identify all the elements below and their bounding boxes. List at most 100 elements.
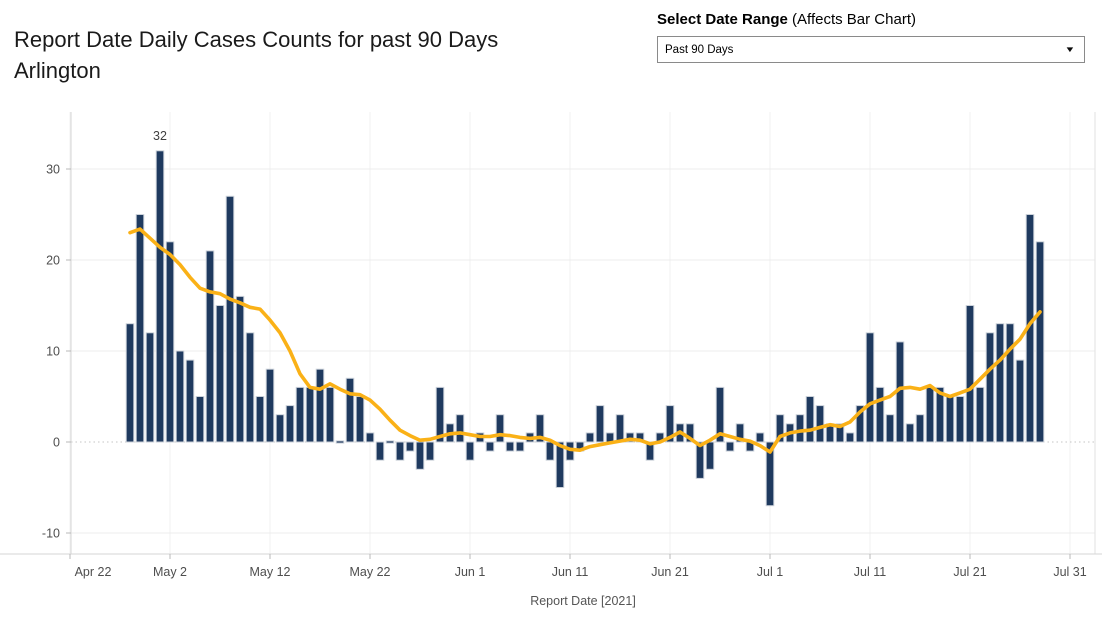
filter-label-rest: (Affects Bar Chart) — [787, 11, 916, 28]
bar-may-1[interactable] — [155, 150, 165, 443]
bar-jul-6[interactable] — [815, 405, 825, 443]
bar-jul-10[interactable] — [855, 405, 865, 443]
bar-jun-25[interactable] — [705, 441, 715, 470]
bar-jun-26[interactable] — [715, 386, 725, 443]
y-tick-label: 10 — [46, 345, 60, 359]
x-tick-label: Jul 21 — [953, 565, 986, 579]
bar-may-10[interactable] — [245, 332, 255, 443]
x-tick-label: Jun 11 — [552, 565, 589, 579]
bar-jun-16[interactable] — [615, 414, 625, 443]
caret-down-icon: ▼ — [1064, 45, 1076, 54]
bar-jul-8[interactable] — [835, 423, 845, 443]
bar-apr-29[interactable] — [135, 214, 145, 443]
date-range-selected-value: Past 90 Days — [665, 43, 734, 56]
x-tick-label: Apr 22 — [75, 565, 112, 579]
y-tick-label: -10 — [42, 527, 60, 541]
bar-jul-22[interactable] — [975, 386, 985, 443]
bar-jun-30[interactable] — [755, 432, 765, 443]
bar-may-19[interactable] — [335, 440, 345, 444]
x-tick-label: Jul 1 — [757, 565, 783, 579]
bar-may-3[interactable] — [175, 350, 185, 443]
bar-jun-28[interactable] — [735, 423, 745, 443]
bar-may-31[interactable] — [455, 414, 465, 443]
bar-jul-5[interactable] — [805, 396, 815, 443]
y-tick-label: 0 — [53, 436, 60, 450]
bar-may-28[interactable] — [425, 441, 435, 461]
bar-jul-25[interactable] — [1005, 323, 1015, 443]
bar-may-6[interactable] — [205, 250, 215, 443]
bar-may-12[interactable] — [265, 368, 275, 443]
bar-jul-23[interactable] — [985, 332, 995, 443]
bar-may-17[interactable] — [315, 368, 325, 443]
bar-jul-17[interactable] — [925, 386, 935, 443]
y-tick-label: 30 — [46, 163, 60, 177]
bar-jun-6[interactable] — [515, 441, 525, 452]
bar-jul-19[interactable] — [945, 396, 955, 443]
bar-jun-10[interactable] — [555, 441, 565, 488]
bar-may-8[interactable] — [225, 195, 235, 443]
bar-jun-4[interactable] — [495, 414, 505, 443]
bar-may-7[interactable] — [215, 305, 225, 443]
bar-jul-13[interactable] — [885, 414, 895, 443]
bar-jun-21[interactable] — [665, 405, 675, 443]
trend-line[interactable] — [128, 227, 1042, 454]
bar-jun-8[interactable] — [535, 414, 545, 443]
bar-may-23[interactable] — [375, 441, 385, 461]
bar-jun-9[interactable] — [545, 441, 555, 461]
chart-title-line1: Report Date Daily Cases Counts for past … — [14, 27, 499, 52]
bar-may-16[interactable] — [305, 386, 315, 443]
bar-may-2[interactable] — [165, 241, 175, 443]
bar-apr-28[interactable] — [125, 323, 135, 443]
bar-jun-23[interactable] — [685, 423, 695, 443]
bar-jul-21[interactable] — [965, 305, 975, 443]
filter-label-bold: Select Date Range — [657, 11, 788, 28]
bar-jul-20[interactable] — [955, 396, 965, 443]
x-tick-label: Jul 11 — [854, 565, 886, 579]
bar-jul-15[interactable] — [905, 423, 915, 443]
bar-may-14[interactable] — [285, 405, 295, 443]
bar-jun-13[interactable] — [585, 432, 595, 443]
bar-jun-14[interactable] — [595, 405, 605, 443]
bar-jul-11[interactable] — [865, 332, 875, 443]
bar-jul-12[interactable] — [875, 386, 885, 443]
x-tick-label: Jun 1 — [455, 565, 486, 579]
x-tick-label: May 12 — [250, 565, 291, 579]
bar-may-27[interactable] — [415, 441, 425, 470]
bar-may-13[interactable] — [275, 414, 285, 443]
bar-jun-27[interactable] — [725, 441, 735, 452]
bar-may-29[interactable] — [435, 386, 445, 443]
bar-may-11[interactable] — [255, 396, 265, 443]
bar-may-26[interactable] — [405, 441, 415, 452]
bar-may-24[interactable] — [385, 440, 395, 444]
bar-may-9[interactable] — [235, 295, 245, 443]
bar-jun-24[interactable] — [695, 441, 705, 479]
bar-jun-17[interactable] — [625, 432, 635, 443]
bar-may-15[interactable] — [295, 386, 305, 443]
x-tick-label: May 2 — [153, 565, 187, 579]
bar-jun-5[interactable] — [505, 441, 515, 452]
bar-may-20[interactable] — [345, 377, 355, 443]
bar-may-25[interactable] — [395, 441, 405, 461]
bar-jul-16[interactable] — [915, 414, 925, 443]
bar-jul-4[interactable] — [795, 414, 805, 443]
bar-jul-1[interactable] — [765, 441, 775, 507]
bar-may-21[interactable] — [355, 396, 365, 443]
bar-may-22[interactable] — [365, 432, 375, 443]
x-axis-title: Report Date [2021] — [530, 594, 636, 608]
bar-jun-1[interactable] — [465, 441, 475, 461]
bar-jul-28[interactable] — [1035, 241, 1045, 443]
bar-jul-18[interactable] — [935, 386, 945, 443]
bar-apr-30[interactable] — [145, 332, 155, 443]
date-range-dropdown[interactable]: Past 90 Days ▼ — [657, 36, 1085, 63]
bar-jul-9[interactable] — [845, 432, 855, 443]
bar-jul-26[interactable] — [1015, 359, 1025, 443]
bar-may-5[interactable] — [195, 396, 205, 443]
bar-jul-24[interactable] — [995, 323, 1005, 443]
x-tick-label: Jul 31 — [1053, 565, 1086, 579]
filter-label: Select Date Range (Affects Bar Chart) — [657, 10, 1085, 29]
bar-jun-3[interactable] — [485, 441, 495, 452]
bar-jul-2[interactable] — [775, 414, 785, 443]
bar-may-4[interactable] — [185, 359, 195, 443]
bar-may-18[interactable] — [325, 386, 335, 443]
